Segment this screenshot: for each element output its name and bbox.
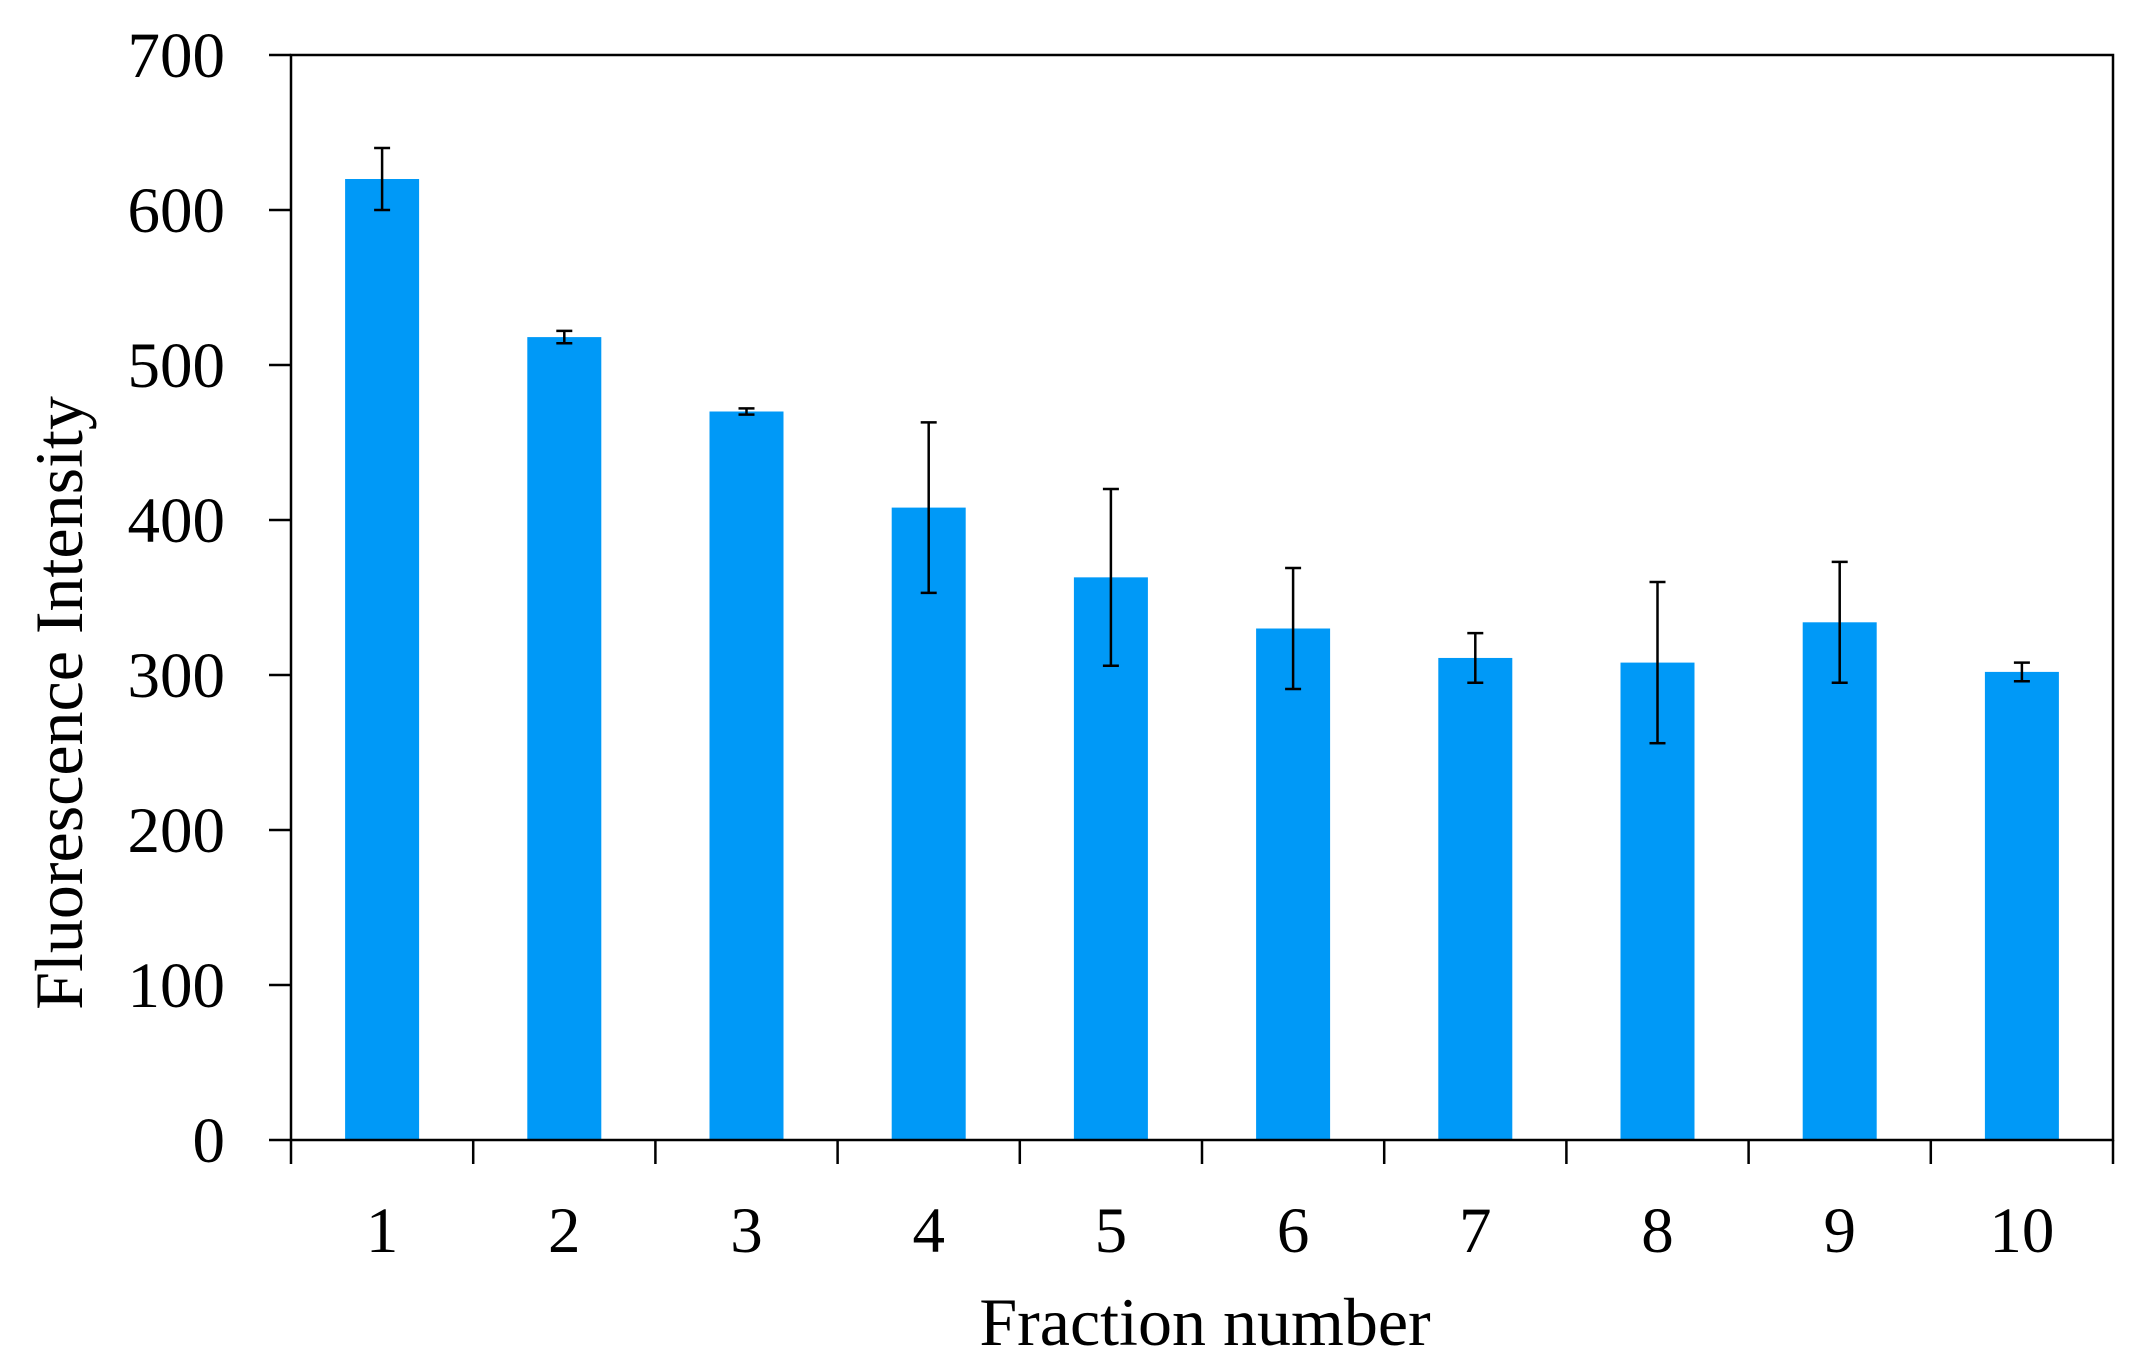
x-tick-label: 6 xyxy=(1277,1195,1310,1267)
x-tick-label: 2 xyxy=(548,1195,581,1267)
y-tick-label: 0 xyxy=(193,1105,226,1177)
error-bar xyxy=(1649,580,1666,745)
y-tick-label: 400 xyxy=(128,485,226,557)
error-bar xyxy=(1831,560,1848,684)
bar xyxy=(891,507,966,1141)
error-bar xyxy=(1467,631,1484,684)
y-tick-label: 700 xyxy=(128,20,226,92)
error-bar xyxy=(374,146,391,212)
y-tick-label: 200 xyxy=(128,795,226,867)
bar xyxy=(345,179,420,1140)
x-tick-label: 9 xyxy=(1823,1195,1856,1267)
y-tick-label: 300 xyxy=(128,640,226,712)
x-axis-title: Fraction number xyxy=(979,1284,1431,1360)
bar xyxy=(1438,657,1513,1140)
error-bar xyxy=(2013,661,2030,683)
error-bar xyxy=(738,407,755,416)
x-tick-label: 1 xyxy=(366,1195,399,1267)
y-tick-label: 100 xyxy=(128,950,226,1022)
x-tick-label: 7 xyxy=(1459,1195,1492,1267)
bar xyxy=(709,411,784,1140)
plot-frame xyxy=(289,53,2115,1142)
bar xyxy=(527,337,602,1141)
x-tick-label: 8 xyxy=(1641,1195,1674,1267)
error-bar xyxy=(1102,487,1119,667)
error-bar xyxy=(556,329,573,345)
bar xyxy=(1073,577,1148,1140)
x-tick-label: 10 xyxy=(1989,1195,2054,1267)
bar xyxy=(1802,622,1877,1140)
y-axis-title: Fluorescence Intensity xyxy=(21,396,97,1010)
error-bar xyxy=(920,421,937,595)
error-bar xyxy=(1285,566,1302,691)
bar xyxy=(1984,671,2059,1140)
x-tick-label: 3 xyxy=(730,1195,763,1267)
x-tick-label: 4 xyxy=(912,1195,945,1267)
y-tick-label: 600 xyxy=(128,175,226,247)
x-tick-label: 5 xyxy=(1095,1195,1128,1267)
bar xyxy=(1256,628,1331,1140)
y-tick-label: 500 xyxy=(128,330,226,402)
